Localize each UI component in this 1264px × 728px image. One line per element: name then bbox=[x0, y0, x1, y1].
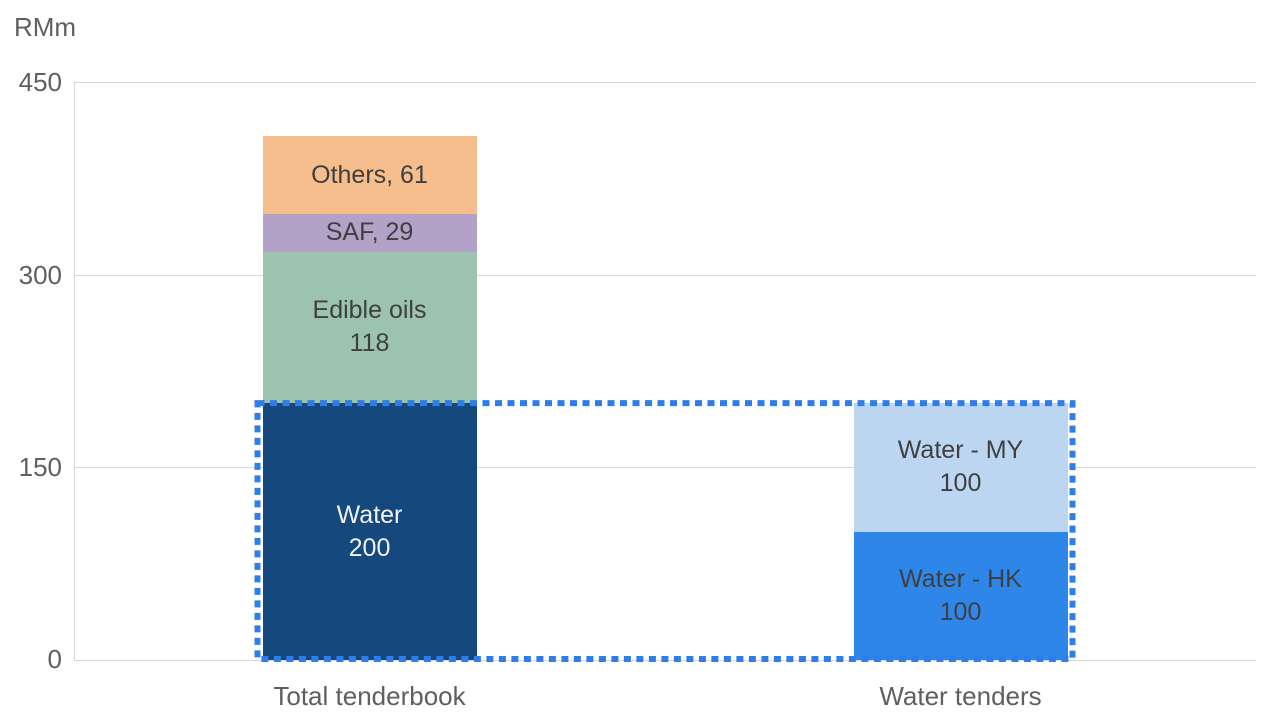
y-axis-line bbox=[74, 82, 75, 660]
x-axis-label-total-tenderbook: Total tenderbook bbox=[273, 681, 466, 711]
bar-segment-label: 200 bbox=[348, 533, 391, 562]
bar-segment-label: SAF, 29 bbox=[325, 218, 414, 247]
y-tick-label-150: 150 bbox=[18, 452, 62, 482]
bar-segment-label: Water - HK bbox=[899, 564, 1022, 593]
y-tick-label-450: 450 bbox=[18, 67, 62, 97]
y-tick-label-0: 0 bbox=[47, 644, 62, 674]
bar-segment-water-hk: Water - HK 100 bbox=[853, 531, 1068, 660]
bar-segment-others: Others, 61 bbox=[262, 135, 477, 215]
gridline-0 bbox=[74, 660, 1256, 661]
y-axis-unit-label: RMm bbox=[14, 12, 77, 42]
y-tick-label-300: 300 bbox=[18, 260, 62, 290]
bar-segment-water: Water 200 bbox=[262, 403, 477, 660]
bar-segment-edible-oils: Edible oils 118 bbox=[262, 251, 477, 404]
bar-segment-label: Others, 61 bbox=[311, 160, 428, 189]
gridline-450 bbox=[74, 82, 1256, 83]
bar-segment-label: Water bbox=[336, 500, 403, 529]
bar-segment-saf: SAF, 29 bbox=[262, 214, 477, 252]
bar-segment-label: 100 bbox=[939, 597, 982, 626]
gridline-150 bbox=[74, 467, 1256, 468]
bar-segment-label: 100 bbox=[939, 469, 982, 498]
bar-segment-water-my: Water - MY 100 bbox=[853, 403, 1068, 532]
gridline-300 bbox=[74, 275, 1256, 276]
bar-segment-label: Water - MY bbox=[897, 436, 1024, 465]
x-axis-label-water-tenders: Water tenders bbox=[879, 681, 1042, 711]
bar-segment-label: 118 bbox=[349, 329, 390, 358]
bar-segment-label: Edible oils bbox=[312, 296, 427, 325]
